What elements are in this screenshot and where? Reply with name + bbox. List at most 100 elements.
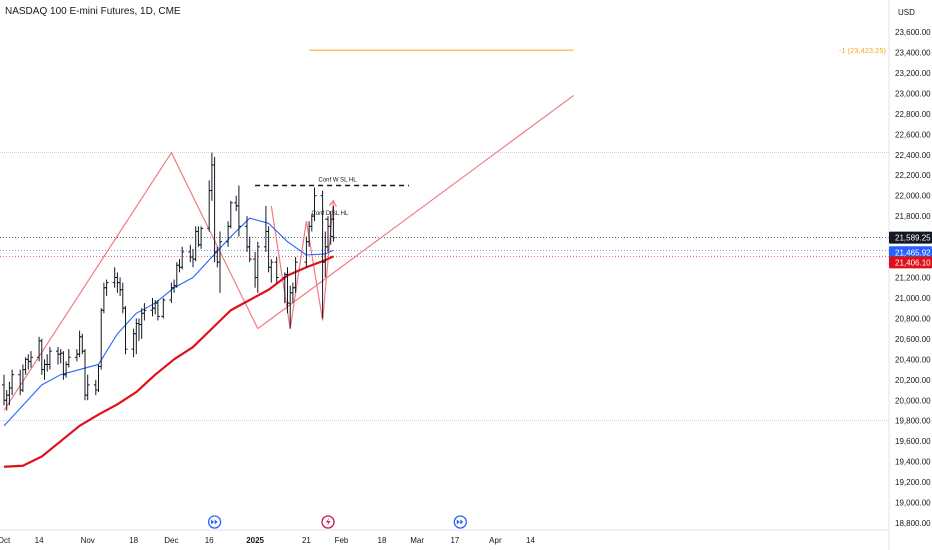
ohlc-bar[interactable] <box>266 226 271 273</box>
ohlc-bar[interactable] <box>137 318 141 341</box>
w-pattern-arrow <box>328 199 337 208</box>
price-label-text: 21,589.25 <box>895 234 931 243</box>
ohlc-bar[interactable] <box>212 156 217 263</box>
x-tick-label: 14 <box>35 536 44 545</box>
ohlc-bar[interactable] <box>180 246 185 270</box>
ohlc-bar[interactable] <box>188 244 193 263</box>
ohlc-bar[interactable] <box>191 248 195 268</box>
ohlc-bar[interactable] <box>104 279 109 296</box>
ohlc-bar[interactable] <box>139 308 144 339</box>
ohlc-bar[interactable] <box>161 297 166 319</box>
ohlc-bar[interactable] <box>77 330 82 358</box>
ohlc-bar[interactable] <box>26 354 31 370</box>
x-tick-label: 14 <box>526 536 535 545</box>
ohlc-bar[interactable] <box>123 306 128 355</box>
ohlc-bar[interactable] <box>29 351 33 368</box>
y-tick-label: 20,800.00 <box>895 314 931 323</box>
y-tick-label: 22,600.00 <box>895 130 931 139</box>
ohlc-bar[interactable] <box>247 236 252 263</box>
price-label-text: 21,406.10 <box>895 258 931 267</box>
w-pattern-line[interactable] <box>270 200 334 329</box>
ohlc-bar[interactable] <box>61 351 66 380</box>
fast-forward-circle-icon[interactable] <box>453 515 467 529</box>
ohlc-bar[interactable] <box>42 359 47 380</box>
y-tick-label: 19,000.00 <box>895 499 931 508</box>
ohlc-bar[interactable] <box>236 185 241 237</box>
y-tick-label: 21,200.00 <box>895 274 931 283</box>
y-tick-label: 21,800.00 <box>895 212 931 221</box>
x-tick-label: 18 <box>378 536 387 545</box>
y-tick-label: 22,200.00 <box>895 171 931 180</box>
y-tick-label: 22,400.00 <box>895 151 931 160</box>
ohlc-bar[interactable] <box>218 231 222 293</box>
x-tick-label: Feb <box>335 536 349 545</box>
ohlc-bar[interactable] <box>118 277 123 296</box>
ohlc-bar[interactable] <box>255 241 260 293</box>
zigzag-trendline[interactable] <box>3 151 259 411</box>
x-tick-label: 16 <box>205 536 214 545</box>
x-tick-label: 2025 <box>246 536 264 545</box>
ohlc-bar[interactable] <box>142 303 147 321</box>
ohlc-bar[interactable] <box>45 354 50 372</box>
ohlc-bar[interactable] <box>47 347 52 370</box>
ohlc-bar[interactable] <box>83 349 87 401</box>
ohlc-bar[interactable] <box>172 279 177 293</box>
ohlc-bar[interactable] <box>331 205 336 242</box>
x-tick-label: Oct <box>0 536 11 545</box>
ohlc-bar[interactable] <box>263 205 268 252</box>
ohlc-bar[interactable] <box>155 300 160 321</box>
ohlc-bar[interactable] <box>312 187 317 222</box>
ohlc-bar[interactable] <box>101 282 106 314</box>
ohlc-bar[interactable] <box>177 259 182 273</box>
ohlc-bar[interactable] <box>228 200 233 229</box>
chart-title: NASDAQ 100 E-mini Futures, 1D, CME <box>5 6 181 17</box>
ohlc-bar[interactable] <box>169 282 174 304</box>
ohlc-bar[interactable] <box>56 347 60 365</box>
ohlc-bar[interactable] <box>274 257 279 283</box>
y-tick-label: 21,000.00 <box>895 294 931 303</box>
ohlc-bar[interactable] <box>7 381 12 406</box>
ohlc-bar[interactable] <box>207 180 212 232</box>
y-tick-label: 23,200.00 <box>895 69 931 78</box>
lightning-glyph <box>326 518 331 526</box>
ohlc-bar[interactable] <box>199 226 204 249</box>
lightning-circle-icon[interactable] <box>321 515 335 529</box>
ohlc-bar[interactable] <box>85 374 90 401</box>
ohlc-bar[interactable] <box>253 251 258 288</box>
ohlc-bar[interactable] <box>74 349 79 362</box>
ohlc-bar[interactable] <box>234 195 239 212</box>
ohlc-bar[interactable] <box>304 236 309 268</box>
ohlc-bar[interactable] <box>293 257 298 293</box>
ohlc-bar[interactable] <box>120 282 125 314</box>
ohlc-bar[interactable] <box>174 262 179 288</box>
ohlc-bar[interactable] <box>23 357 28 375</box>
ohlc-bar[interactable] <box>269 259 274 283</box>
price-axis[interactable] <box>889 0 932 550</box>
ohlc-bar[interactable] <box>99 308 104 370</box>
rising-trendline[interactable] <box>257 94 575 330</box>
ohlc-bar[interactable] <box>209 152 214 201</box>
y-tick-label: 18,800.00 <box>895 519 931 528</box>
x-tick-label: Mar <box>410 536 424 545</box>
price-label-bg <box>889 256 932 269</box>
ohlc-bar[interactable] <box>150 297 155 317</box>
ohlc-bar[interactable] <box>226 221 231 247</box>
ohlc-bar[interactable] <box>58 349 63 364</box>
y-tick-label: 23,000.00 <box>895 89 931 98</box>
price-axis-label: 21,406.10 <box>889 256 932 269</box>
ohlc-bar[interactable] <box>131 328 136 358</box>
ohlc-bar[interactable] <box>66 349 71 368</box>
ohlc-bar[interactable] <box>10 369 15 396</box>
fast-ma-line <box>3 217 334 427</box>
ohlc-bar[interactable] <box>196 226 201 247</box>
price-label-bg <box>889 231 932 244</box>
ohlc-bar[interactable] <box>96 364 101 393</box>
fast-forward-circle-icon[interactable] <box>207 515 222 529</box>
ohlc-bar[interactable] <box>93 379 98 396</box>
ohlc-bar[interactable] <box>64 361 69 378</box>
currency-label: USD <box>898 8 915 17</box>
y-tick-label: 20,400.00 <box>895 355 931 364</box>
fast-forward-glyph <box>456 519 464 525</box>
ohlc-bar[interactable] <box>2 374 6 406</box>
